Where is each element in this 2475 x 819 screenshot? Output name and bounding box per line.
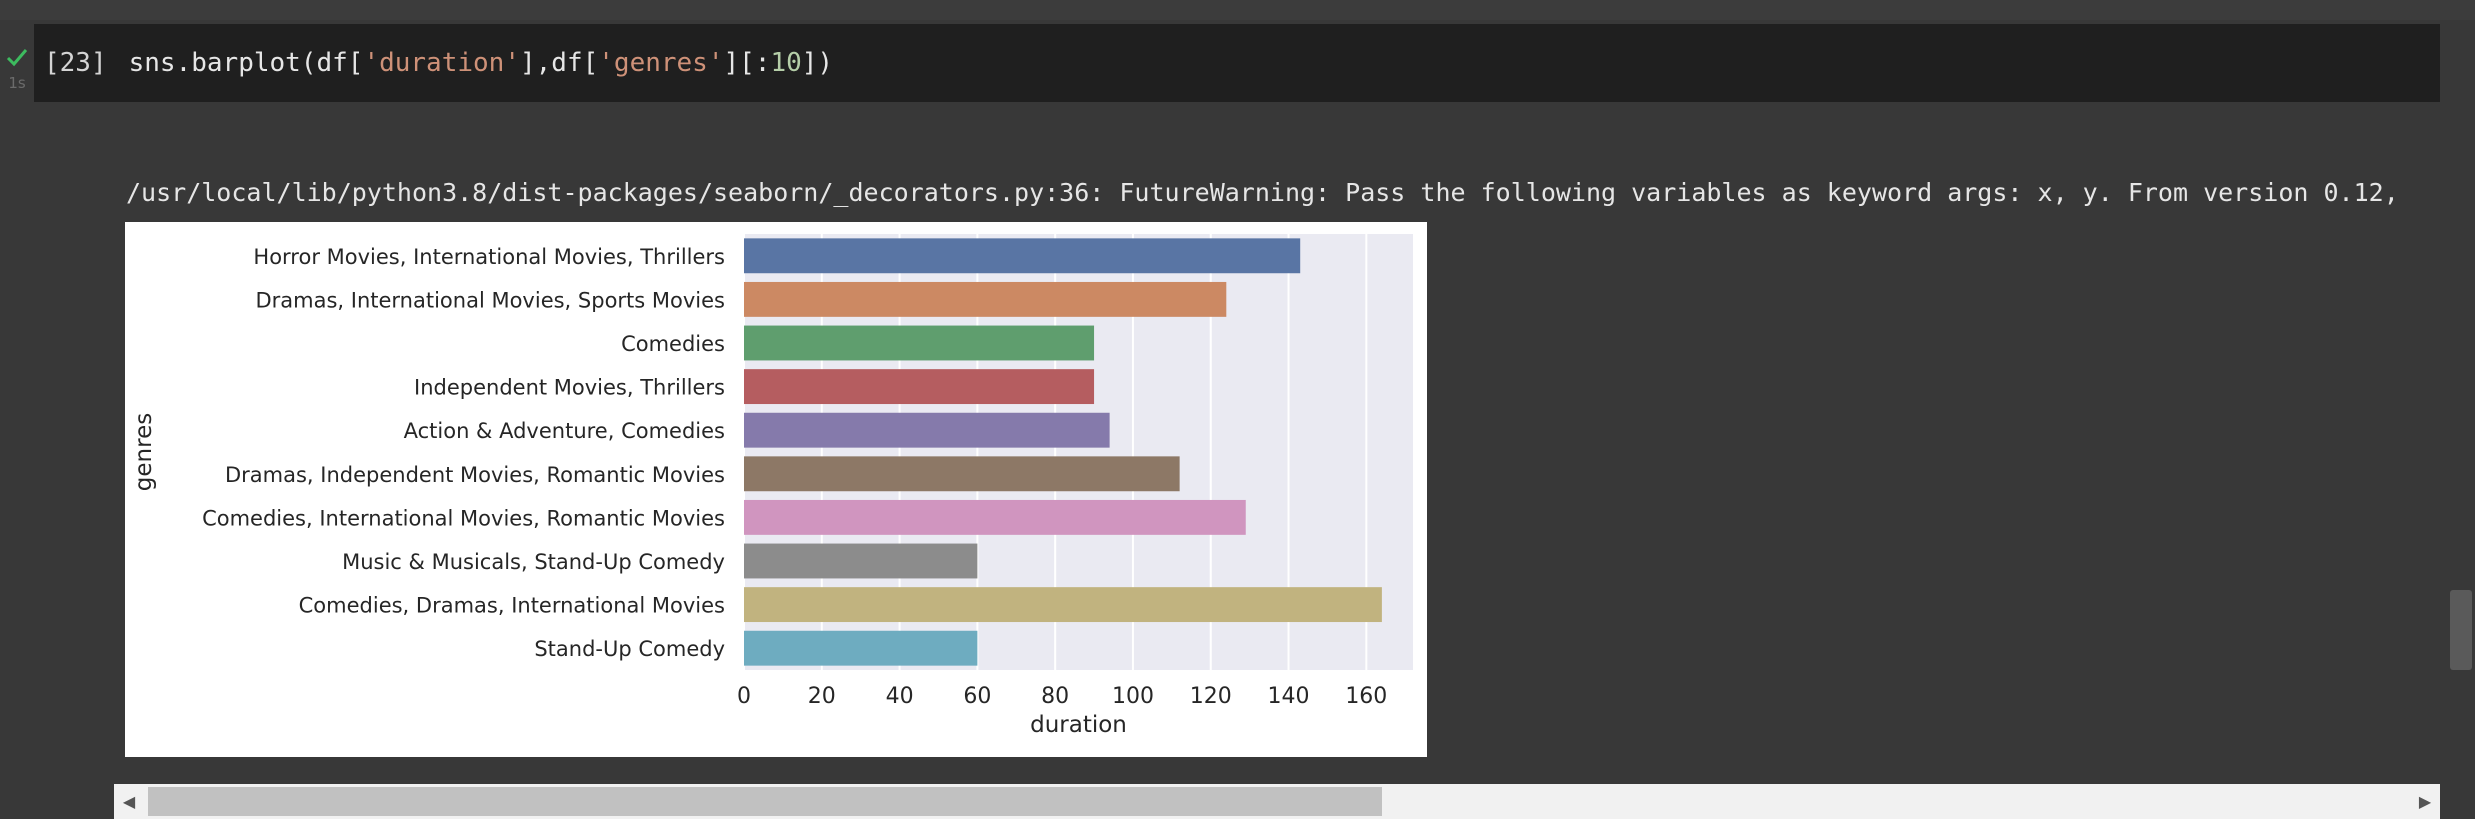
y-tick-label: Horror Movies, International Movies, Thr… [253, 245, 725, 269]
cell-gutter: 1s [0, 40, 34, 100]
y-tick-label: Dramas, Independent Movies, Romantic Mov… [225, 463, 725, 487]
bar [744, 325, 1095, 361]
arrow-left-icon[interactable]: ◀ [122, 792, 136, 811]
bar [744, 543, 978, 579]
barplot-svg: 0 20 40 60 80 100 120 140 160 Horror Movies, Inte… [131, 234, 1413, 738]
code-token: ],df[ [519, 48, 599, 78]
code-token: 'duration' [363, 48, 520, 78]
code-token: 10 [770, 48, 802, 78]
code-token: sns.barplot(df[ [128, 48, 364, 78]
bar [744, 412, 1110, 448]
output-warning-line: /usr/local/lib/python3.8/dist-packages/s… [126, 178, 2399, 207]
y-axis-label: genres [131, 413, 157, 491]
bar [744, 369, 1095, 405]
x-tick-label: 0 [737, 684, 751, 709]
scrollbar-thumb[interactable] [148, 787, 1382, 816]
barplot-figure: 0 20 40 60 80 100 120 140 160 Horror Movies, Inte… [125, 222, 1427, 757]
x-tick-label: 140 [1268, 684, 1310, 709]
x-tick-label: 80 [1041, 684, 1069, 709]
x-tick-label: 40 [886, 684, 914, 709]
y-tick-label: Comedies [621, 332, 725, 356]
code-cell[interactable]: [23] sns.barplot(df['duration'],df['genr… [34, 24, 2440, 102]
x-tick-label: 60 [963, 684, 991, 709]
code-token: ]) [801, 48, 834, 78]
y-tick-label: Comedies, Dramas, International Movies [299, 594, 725, 618]
y-tick-label: Music & Musicals, Stand-Up Comedy [342, 550, 725, 574]
y-tick-label: Stand-Up Comedy [534, 637, 725, 661]
notebook-top-strip [0, 0, 2475, 20]
bar [744, 281, 1227, 317]
y-tick-label: Comedies, International Movies, Romantic… [202, 506, 725, 530]
bar [744, 238, 1301, 274]
bar [744, 499, 1246, 535]
x-tick-label: 160 [1345, 684, 1387, 709]
y-tick-label: Independent Movies, Thrillers [414, 376, 725, 400]
x-tick-label: 120 [1190, 684, 1232, 709]
code-token: 'genres' [598, 48, 724, 78]
code-line: sns.barplot(df['duration'],df['genres'][… [129, 48, 833, 78]
x-tick-label: 20 [808, 684, 836, 709]
x-tick-label: 100 [1112, 684, 1154, 709]
horizontal-scrollbar[interactable]: ◀ ▶ [114, 784, 2440, 819]
bar [744, 587, 1382, 623]
arrow-right-icon[interactable]: ▶ [2418, 792, 2432, 811]
y-tick-label: Dramas, International Movies, Sports Mov… [255, 288, 725, 312]
execution-time: 1s [8, 74, 26, 92]
bar [744, 630, 978, 666]
execution-count: [23] [44, 48, 107, 78]
y-tick-label: Action & Adventure, Comedies [404, 419, 725, 443]
x-axis-label: duration [1030, 712, 1127, 738]
check-icon [6, 49, 28, 67]
vertical-scrollbar-thumb[interactable] [2450, 590, 2472, 670]
bar [744, 456, 1180, 492]
code-token: ][: [723, 48, 771, 78]
